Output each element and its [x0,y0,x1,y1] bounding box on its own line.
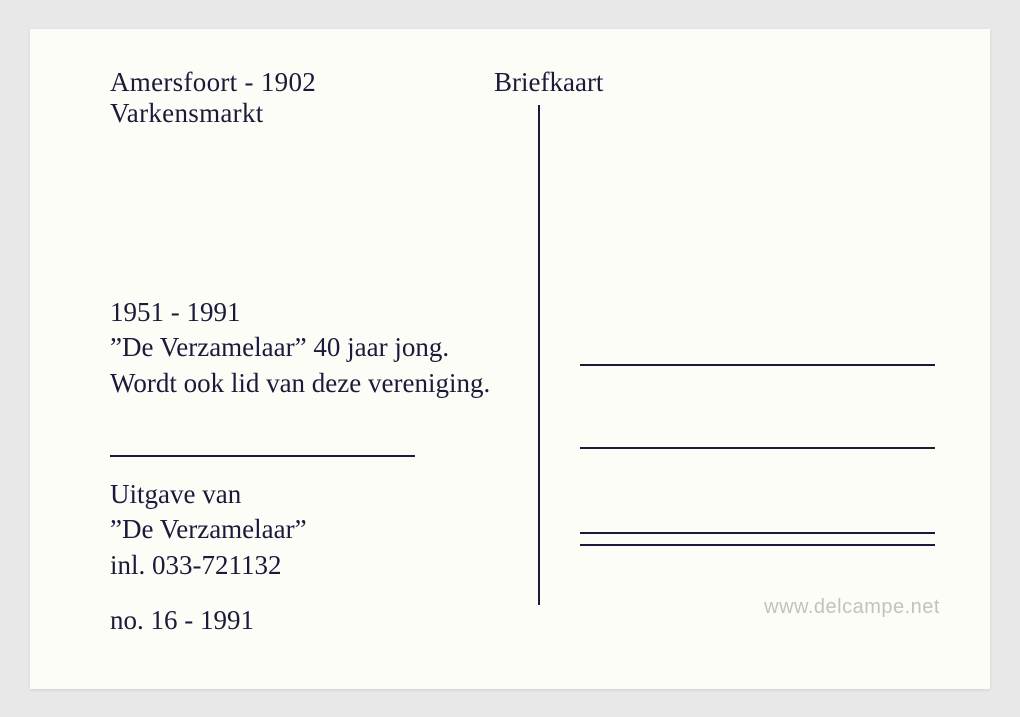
address-line-4 [580,544,935,546]
postcard-title: Briefkaart [494,67,603,98]
vertical-divider [538,105,540,605]
short-divider [110,455,415,457]
publisher-line-3: inl. 033-721132 [110,548,307,584]
postcard: Amersfoort - 1902 Varkensmarkt Briefkaar… [30,29,990,689]
body-line-3: Wordt ook lid van deze vereniging. [110,366,490,402]
body-text-block: 1951 - 1991 ”De Verzamelaar” 40 jaar jon… [110,295,490,402]
content-area: Amersfoort - 1902 Varkensmarkt Briefkaar… [110,67,940,651]
publisher-line-1: Uitgave van [110,477,307,513]
body-line-2: ”De Verzamelaar” 40 jaar jong. [110,330,490,366]
publisher-block: Uitgave van ”De Verzamelaar” inl. 033-72… [110,477,307,584]
body-line-1: 1951 - 1991 [110,295,490,331]
address-line-3 [580,532,935,534]
watermark: www.delcampe.net [764,596,940,619]
address-line-1 [580,364,935,366]
address-line-2 [580,447,935,449]
header-subject: Varkensmarkt [110,98,940,129]
publisher-line-2: ”De Verzamelaar” [110,512,307,548]
issue-number: no. 16 - 1991 [110,605,254,636]
